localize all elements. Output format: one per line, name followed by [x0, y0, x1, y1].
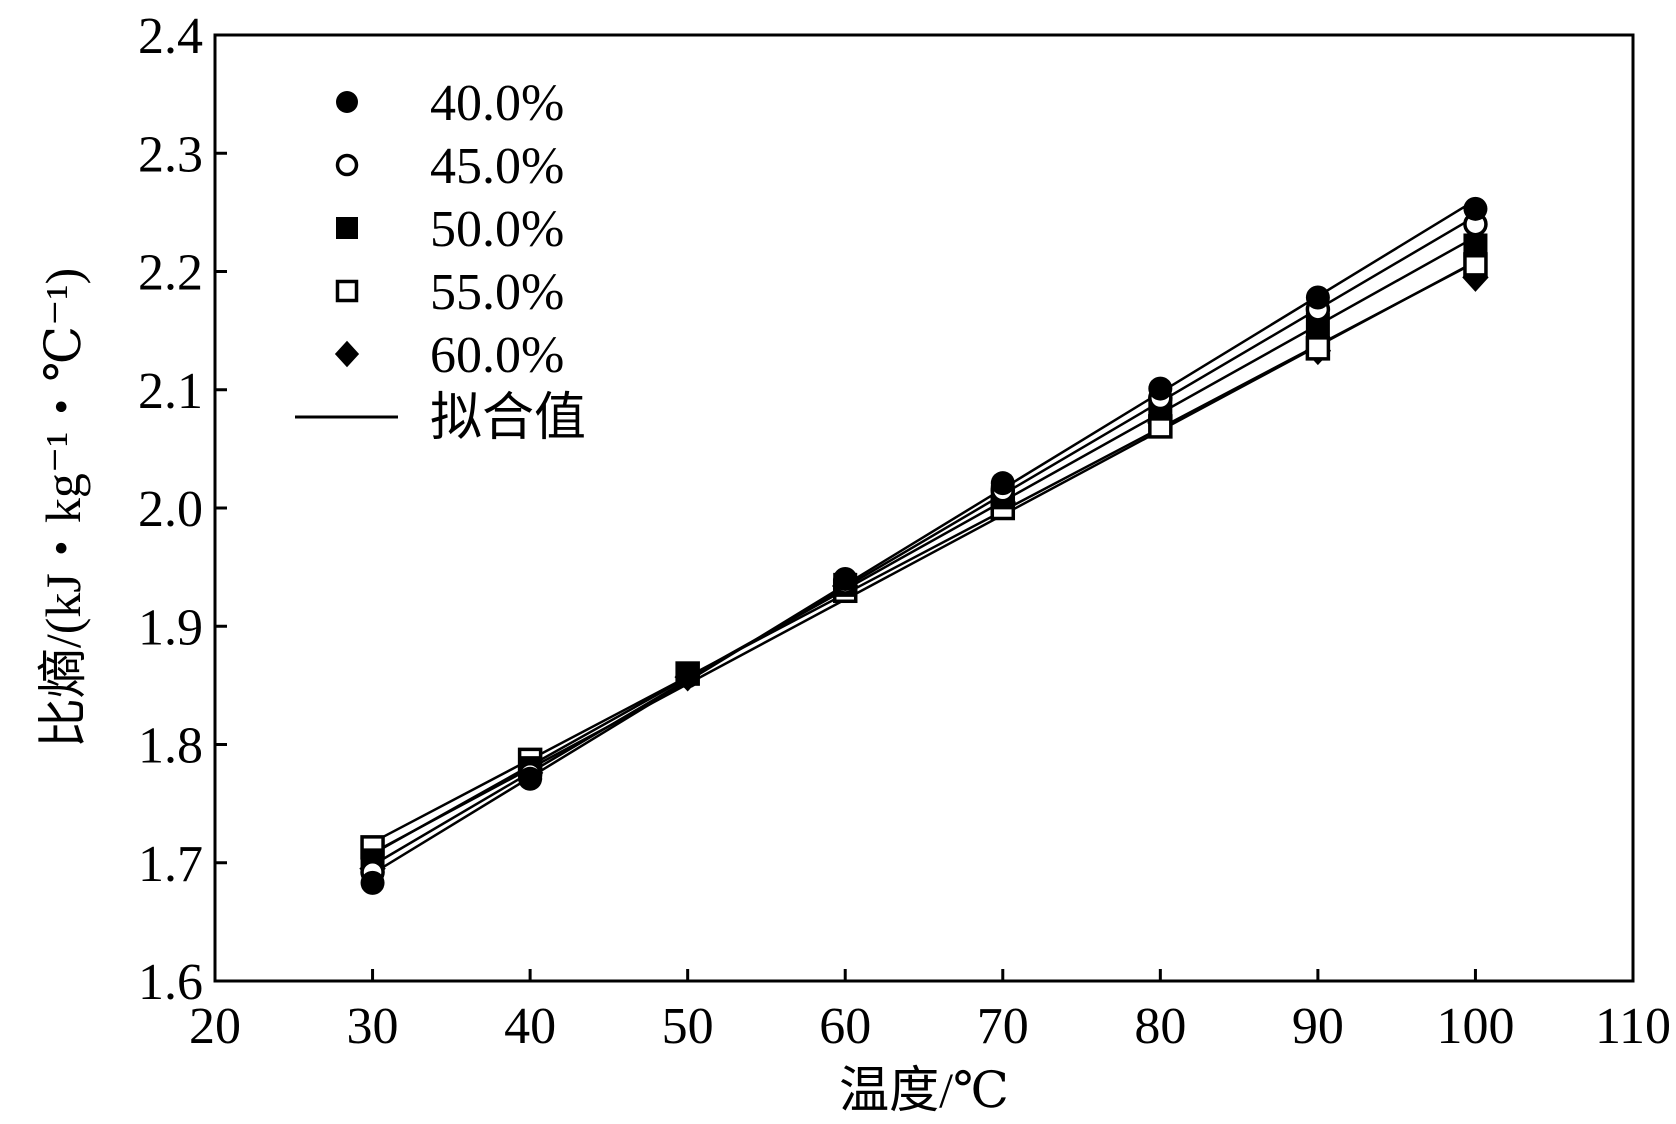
x-axis-title: 温度/℃: [839, 1062, 1009, 1118]
legend-label: 50.0%: [430, 201, 564, 258]
data-point: [1463, 233, 1488, 258]
legend-label: 60.0%: [430, 327, 564, 384]
data-point: [334, 340, 360, 368]
y-axis-ticks: 1.6 1.7 1.8 1.9 2.0 2.1 2.2 2.3 2.4: [138, 8, 227, 1011]
fit-line: [371, 198, 1477, 875]
x-tick-label: 20: [189, 998, 241, 1055]
data-point: [1305, 285, 1330, 310]
data-point: [990, 471, 1015, 496]
x-tick-label: 90: [1292, 998, 1344, 1055]
legend: 40.0% 45.0% 50.0% 55.0% 60.0% 拟合值: [295, 75, 586, 447]
y-tick-label: 2.3: [138, 126, 203, 183]
y-tick-label: 2.4: [138, 8, 203, 65]
data-point: [335, 153, 359, 177]
fit-line: [371, 215, 1477, 867]
x-tick-label: 40: [504, 998, 556, 1055]
data-point: [336, 91, 358, 113]
y-tick-label: 2.1: [138, 363, 203, 420]
legend-label: 40.0%: [430, 75, 564, 132]
x-tick-label: 100: [1436, 998, 1514, 1055]
x-tick-label: 50: [662, 998, 714, 1055]
legend-label: 45.0%: [430, 138, 564, 195]
data-point: [335, 279, 359, 303]
x-axis-ticks: 20 30 40 50 60 70 80 90 100 110: [189, 969, 1671, 1055]
x-tick-label: 60: [819, 998, 871, 1055]
x-tick-label: 70: [977, 998, 1029, 1055]
x-tick-label: 30: [347, 998, 399, 1055]
fit-line: [371, 260, 1477, 854]
data-point: [1463, 196, 1488, 221]
y-tick-label: 1.9: [138, 599, 203, 656]
data-point: [336, 217, 358, 239]
data-point: [518, 766, 543, 791]
y-tick-label: 2.2: [138, 245, 203, 302]
data-markers: [359, 196, 1489, 895]
y-tick-label: 1.7: [138, 836, 203, 893]
data-point: [360, 870, 385, 895]
x-tick-label: 110: [1595, 998, 1671, 1055]
legend-label: 55.0%: [430, 264, 564, 321]
legend-label: 拟合值: [430, 390, 586, 447]
fit-line: [371, 235, 1477, 855]
data-point: [1148, 376, 1173, 401]
data-point: [675, 663, 700, 688]
y-tick-label: 1.6: [138, 954, 203, 1011]
fit-lines: [371, 198, 1477, 875]
data-point: [833, 566, 858, 591]
data-point: [1305, 336, 1331, 361]
y-tick-label: 2.0: [138, 481, 203, 538]
y-axis-title: 比熵/(kJ・kg⁻¹・℃⁻¹): [35, 268, 91, 748]
x-tick-label: 80: [1134, 998, 1186, 1055]
y-tick-label: 1.8: [138, 718, 203, 775]
